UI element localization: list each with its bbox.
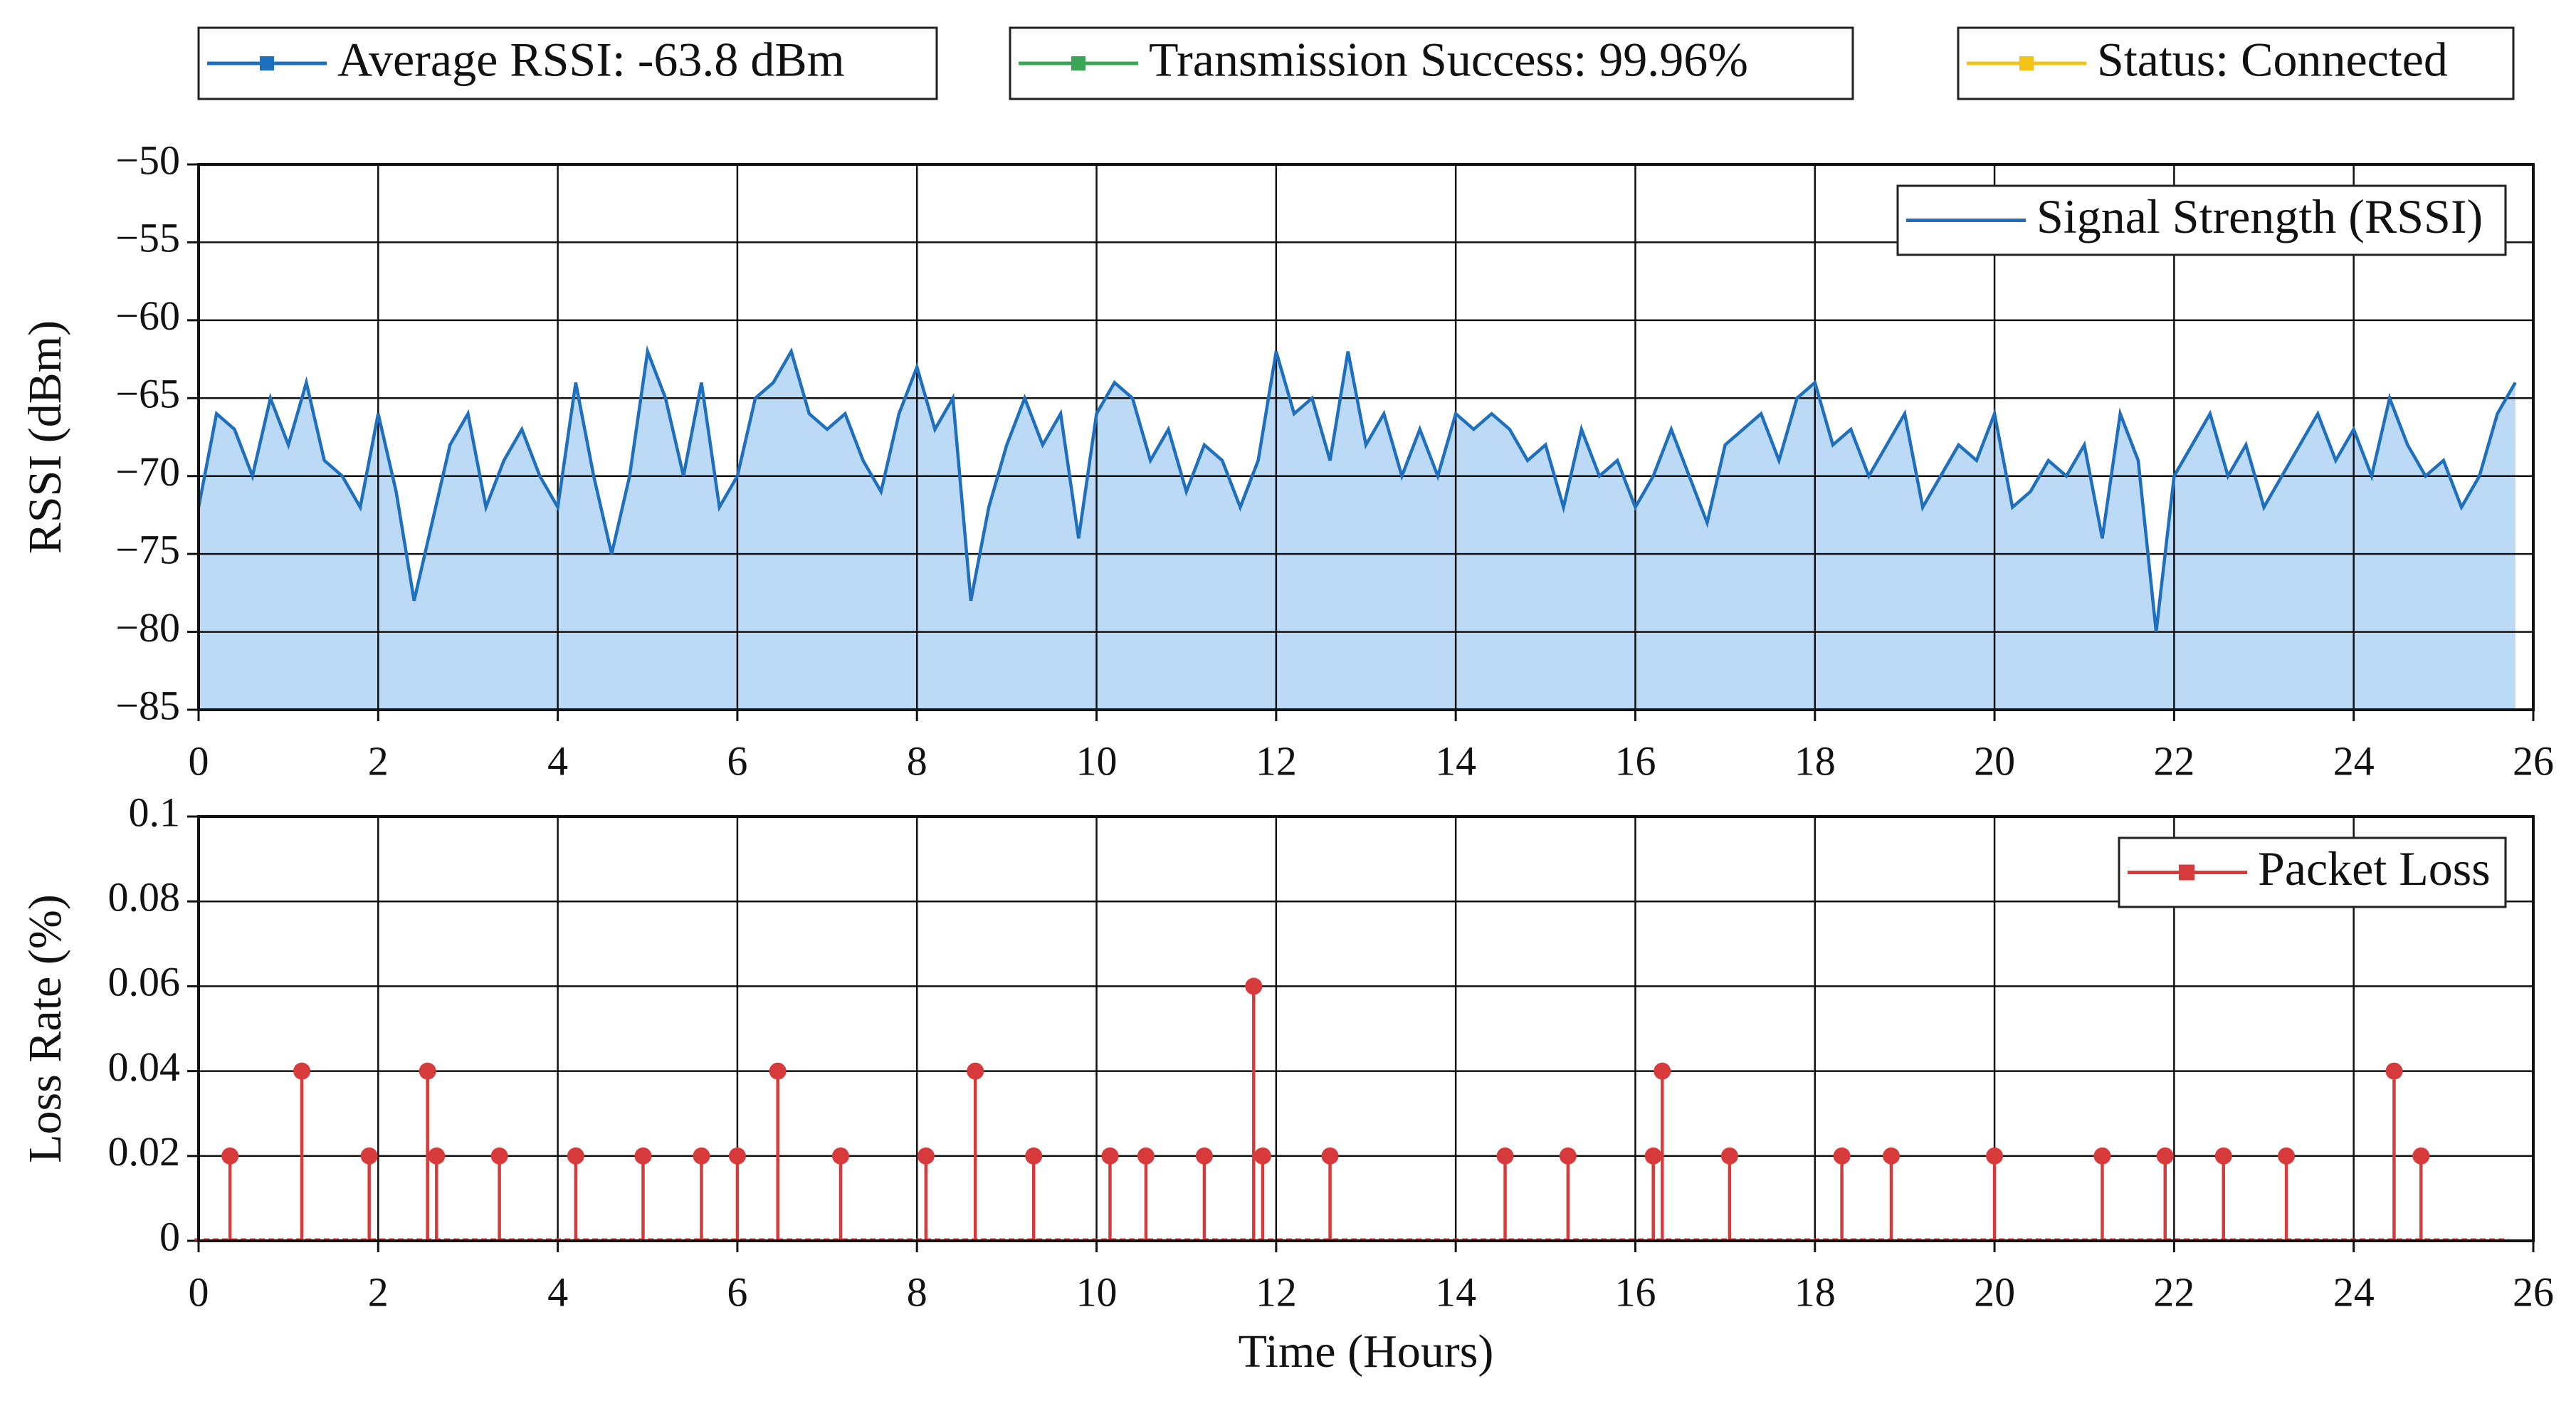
stem-marker bbox=[221, 1147, 239, 1165]
stem-marker bbox=[2278, 1147, 2296, 1165]
y-tick-label: 0.06 bbox=[108, 959, 181, 1005]
x-tick-label: 0 bbox=[189, 1269, 209, 1315]
x-tick-label: 26 bbox=[2513, 738, 2554, 784]
x-tick-label: 24 bbox=[2333, 1269, 2375, 1315]
x-tick-label: 2 bbox=[368, 738, 389, 784]
y-tick-label: −80 bbox=[115, 604, 180, 651]
y-tick-label: −75 bbox=[115, 526, 180, 572]
stem-marker bbox=[293, 1062, 311, 1080]
stem-marker bbox=[1720, 1147, 1738, 1165]
y-tick-label: 0.08 bbox=[108, 874, 181, 920]
subplot: 0 2 4 6 8 10 12 14 16 18 20 22 24 26−85−80−75−70−65−6… bbox=[19, 137, 2554, 784]
stem-marker bbox=[1644, 1147, 1662, 1165]
status-marker bbox=[2019, 56, 2034, 70]
status-marker bbox=[1071, 56, 1085, 70]
x-tick-label: 16 bbox=[1614, 1269, 1656, 1315]
x-tick-label: 6 bbox=[727, 1269, 747, 1315]
x-tick-label: 14 bbox=[1435, 738, 1476, 784]
stem-marker bbox=[1025, 1147, 1043, 1165]
subplot: 0 2 4 6 8 10 12 14 16 18 20 22 24 2600.020.040.060.08… bbox=[19, 789, 2554, 1378]
x-tick-label: 22 bbox=[2153, 738, 2194, 784]
legend-label: Signal Strength (RSSI) bbox=[2036, 189, 2483, 243]
x-tick-label: 10 bbox=[1076, 738, 1118, 784]
stem-marker bbox=[728, 1147, 746, 1165]
stem-marker bbox=[634, 1147, 652, 1165]
x-tick-label: 20 bbox=[1974, 738, 2015, 784]
stem-marker bbox=[2385, 1062, 2403, 1080]
y-axis-title: RSSI (dBm) bbox=[19, 320, 71, 554]
stem-marker bbox=[360, 1147, 378, 1165]
x-tick-label: 8 bbox=[907, 1269, 927, 1315]
x-tick-label: 16 bbox=[1614, 738, 1656, 784]
y-axis-title: Loss Rate (%) bbox=[19, 894, 71, 1163]
stem-marker bbox=[917, 1147, 935, 1165]
x-tick-label: 2 bbox=[368, 1269, 389, 1315]
stem-marker bbox=[428, 1147, 446, 1165]
status-marker bbox=[260, 56, 274, 70]
stem-marker bbox=[1245, 977, 1263, 995]
stem-marker bbox=[567, 1147, 584, 1165]
status-label: Transmission Success: 99.96% bbox=[1149, 33, 1748, 87]
stem-marker bbox=[2214, 1147, 2232, 1165]
stem-marker bbox=[419, 1062, 436, 1080]
stem-marker bbox=[693, 1147, 710, 1165]
x-tick-label: 8 bbox=[907, 738, 927, 784]
stem-marker bbox=[769, 1062, 787, 1080]
x-axis-title: Time (Hours) bbox=[1239, 1326, 1494, 1378]
x-tick-label: 12 bbox=[1256, 1269, 1297, 1315]
stem-marker bbox=[1654, 1062, 1671, 1080]
stem-marker bbox=[2412, 1147, 2430, 1165]
stem-marker bbox=[2093, 1147, 2111, 1165]
legend-label: Packet Loss bbox=[2258, 841, 2491, 896]
stem-marker bbox=[1833, 1147, 1851, 1165]
stem-marker bbox=[1253, 1147, 1271, 1165]
stem-marker bbox=[1321, 1147, 1339, 1165]
x-tick-label: 12 bbox=[1256, 738, 1297, 784]
stem-marker bbox=[2156, 1147, 2174, 1165]
status-box bbox=[1009, 26, 1854, 100]
stem-marker bbox=[1986, 1147, 2004, 1165]
stem-marker bbox=[1559, 1147, 1577, 1165]
y-tick-label: −70 bbox=[115, 448, 180, 495]
y-tick-label: −55 bbox=[115, 215, 180, 261]
area-fill bbox=[199, 351, 2515, 710]
y-tick-label: −65 bbox=[115, 371, 180, 417]
y-tick-label: −50 bbox=[115, 137, 180, 183]
status-label: Status: Connected bbox=[2097, 33, 2448, 87]
stem-marker bbox=[967, 1062, 984, 1080]
x-tick-label: 22 bbox=[2153, 1269, 2194, 1315]
legend-marker bbox=[2179, 864, 2194, 881]
stem-marker bbox=[1137, 1147, 1155, 1165]
x-tick-label: 26 bbox=[2513, 1269, 2554, 1315]
y-tick-label: −60 bbox=[115, 293, 180, 339]
status-label: Average RSSI: -63.8 dBm bbox=[337, 33, 845, 87]
x-tick-label: 4 bbox=[547, 1269, 568, 1315]
x-tick-label: 20 bbox=[1974, 1269, 2015, 1315]
stem-marker bbox=[1101, 1147, 1119, 1165]
x-tick-label: 0 bbox=[189, 738, 209, 784]
y-tick-label: 0 bbox=[159, 1213, 180, 1259]
rssi-line bbox=[196, 345, 2517, 632]
y-tick-label: −85 bbox=[115, 682, 180, 728]
stem-marker bbox=[490, 1147, 508, 1165]
x-tick-label: 6 bbox=[727, 738, 747, 784]
x-tick-label: 10 bbox=[1076, 1269, 1118, 1315]
stem-marker bbox=[1195, 1147, 1213, 1165]
x-tick-label: 24 bbox=[2333, 738, 2375, 784]
y-tick-label: 0.02 bbox=[108, 1128, 181, 1175]
stem-marker bbox=[1496, 1147, 1514, 1165]
x-tick-label: 18 bbox=[1794, 1269, 1836, 1315]
x-tick-label: 4 bbox=[547, 738, 568, 784]
plot-frame bbox=[197, 815, 2535, 1242]
stem-marker bbox=[832, 1147, 849, 1165]
y-tick-label: 0.1 bbox=[129, 789, 181, 835]
y-tick-label: 0.04 bbox=[108, 1044, 181, 1090]
stem-marker bbox=[1883, 1147, 1900, 1165]
x-tick-label: 18 bbox=[1794, 738, 1836, 784]
x-tick-label: 14 bbox=[1435, 1269, 1476, 1315]
plot-frame bbox=[197, 163, 2535, 711]
